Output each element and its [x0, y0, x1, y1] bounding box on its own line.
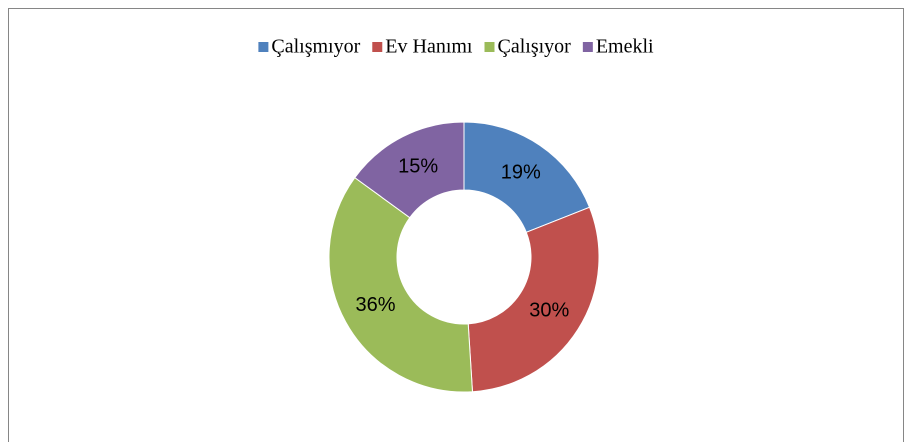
- data-label: 15%: [398, 155, 438, 177]
- legend-label: Ev Hanımı: [385, 36, 473, 58]
- donut-slice: [328, 176, 474, 393]
- legend: Çalışmıyor Ev Hanımı Çalışıyor Emekli: [258, 36, 654, 58]
- legend-label: Çalışıyor: [498, 36, 572, 58]
- donut-slice: [467, 206, 600, 393]
- data-label: 19%: [501, 162, 541, 184]
- legend-swatch: [258, 42, 269, 52]
- donut-slice: [463, 121, 591, 233]
- data-label: 30%: [529, 299, 569, 321]
- data-label: 36%: [355, 294, 395, 316]
- legend-item: Çalışıyor: [484, 36, 572, 58]
- plot: 19% 30% 36% 15%: [328, 121, 600, 393]
- legend-item: Ev Hanımı: [372, 36, 473, 58]
- legend-swatch: [372, 42, 383, 52]
- legend-label: Çalışmıyor: [271, 36, 360, 58]
- legend-item: Emekli: [582, 36, 654, 58]
- donut-slice: [354, 121, 465, 219]
- legend-label: Emekli: [596, 36, 654, 58]
- legend-swatch: [582, 42, 593, 52]
- legend-item: Çalışmıyor: [258, 36, 361, 58]
- legend-swatch: [484, 42, 495, 52]
